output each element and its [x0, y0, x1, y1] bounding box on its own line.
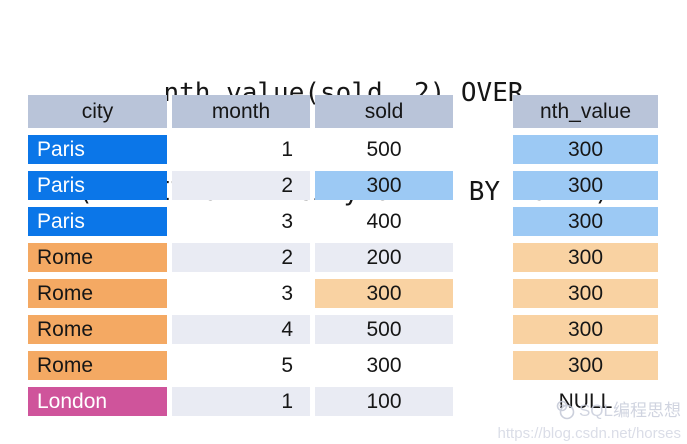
- month-cell: 3: [281, 210, 293, 233]
- city-cell: Rome: [28, 279, 167, 308]
- month-cell: 2: [172, 243, 310, 272]
- city-cell: Rome: [28, 351, 167, 380]
- month-cell: 1: [281, 138, 293, 161]
- sold-cell: 500: [315, 315, 453, 344]
- month-cell: 2: [172, 171, 310, 200]
- month-cell: 3: [281, 282, 293, 305]
- sold-cell: 300: [315, 171, 453, 200]
- column-gap-spacer: [458, 279, 508, 308]
- nth-value-cell: 300: [513, 315, 658, 344]
- sold-cell: 100: [315, 387, 453, 416]
- month-cell: 5: [281, 354, 293, 377]
- watermark-brand-line: SQL编程思想: [498, 400, 681, 425]
- sold-cell: 300: [366, 354, 402, 377]
- column-gap-spacer: [458, 351, 508, 380]
- city-cell: Paris: [28, 207, 167, 236]
- nth-value-cell: 300: [513, 243, 658, 272]
- column-header-nth-value: nth_value: [513, 95, 658, 128]
- result-table: city month sold nth_value Paris 1 500 300 Pa…: [28, 95, 658, 416]
- sold-cell: 500: [366, 138, 402, 161]
- column-header-city: city: [28, 95, 167, 128]
- city-cell: Paris: [28, 171, 167, 200]
- city-cell: Paris: [28, 135, 167, 164]
- nth-value-cell: 300: [513, 135, 658, 164]
- nth-value-cell: 300: [513, 279, 658, 308]
- watermark: SQL编程思想 https://blog.csdn.net/horses: [498, 400, 681, 442]
- watermark-brand-text: SQL编程思想: [578, 401, 681, 421]
- nth-value-cell: 300: [513, 171, 658, 200]
- column-gap-spacer: [458, 135, 508, 164]
- column-gap-spacer: [458, 315, 508, 344]
- watermark-url: https://blog.csdn.net/horses: [497, 424, 681, 442]
- city-cell: Rome: [28, 315, 167, 344]
- nth-value-cell: 300: [513, 207, 658, 236]
- city-cell: Rome: [28, 243, 167, 272]
- nth-value-cell: 300: [513, 351, 658, 380]
- column-header-month: month: [172, 95, 310, 128]
- month-cell: 4: [172, 315, 310, 344]
- sold-cell: 200: [315, 243, 453, 272]
- sold-cell: 400: [366, 210, 402, 233]
- city-cell: London: [28, 387, 167, 416]
- sold-cell: 300: [315, 279, 453, 308]
- column-gap-spacer: [458, 207, 508, 236]
- column-gap-spacer: [458, 171, 508, 200]
- month-cell: 1: [172, 387, 310, 416]
- column-gap-spacer: [458, 95, 508, 128]
- column-header-sold: sold: [315, 95, 453, 128]
- column-gap-spacer: [458, 243, 508, 272]
- csdn-logo-icon: [553, 400, 577, 425]
